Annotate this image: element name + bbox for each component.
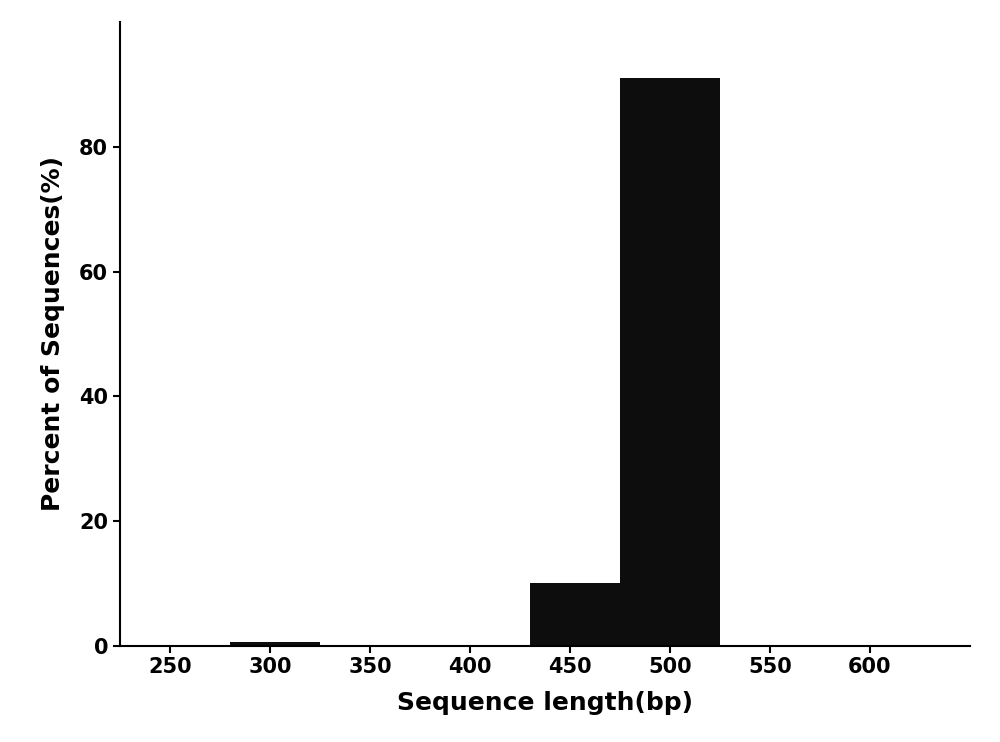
- Bar: [530, 583, 620, 646]
- Y-axis label: Percent of Sequences(%): Percent of Sequences(%): [41, 157, 65, 511]
- X-axis label: Sequence length(bp): Sequence length(bp): [397, 692, 693, 715]
- Bar: [620, 79, 720, 646]
- Bar: [230, 643, 320, 646]
